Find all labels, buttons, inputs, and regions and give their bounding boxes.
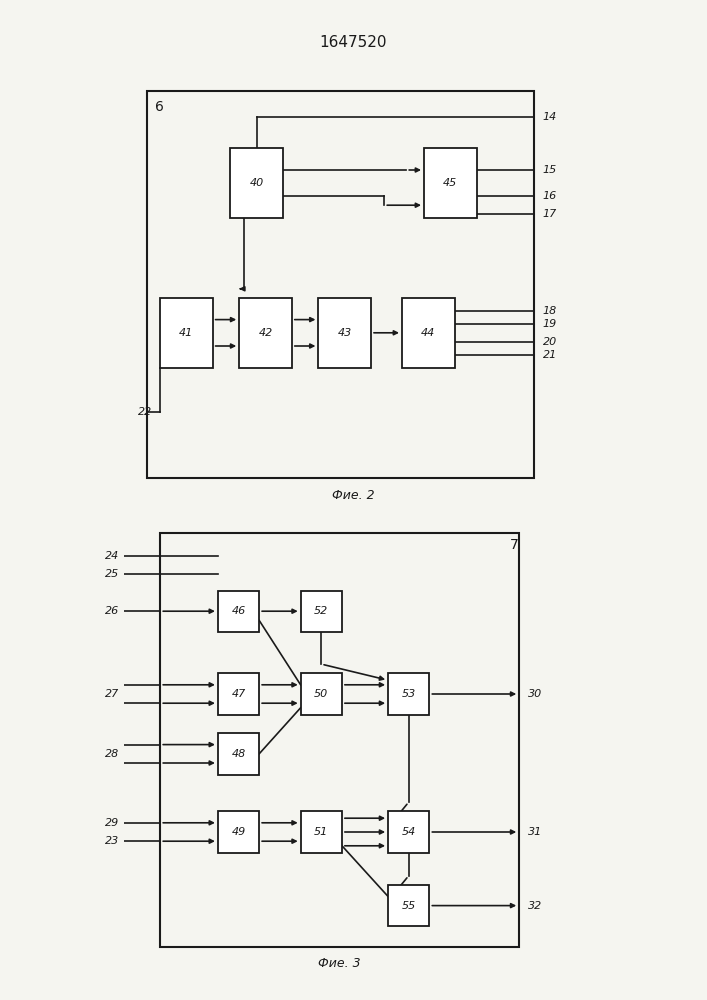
Bar — [239, 298, 292, 368]
Text: 30: 30 — [528, 689, 542, 699]
Text: 45: 45 — [443, 178, 457, 188]
Bar — [388, 673, 429, 715]
Text: 31: 31 — [528, 827, 542, 837]
Text: 28: 28 — [105, 749, 119, 759]
Bar — [300, 590, 342, 632]
Text: 21: 21 — [543, 350, 557, 360]
Text: 47: 47 — [231, 689, 245, 699]
Bar — [218, 811, 259, 853]
Text: 26: 26 — [105, 606, 119, 616]
Text: 43: 43 — [337, 328, 352, 338]
Text: 19: 19 — [543, 319, 557, 329]
Text: 27: 27 — [105, 689, 119, 699]
Text: 50: 50 — [314, 689, 329, 699]
Bar — [388, 811, 429, 853]
Text: 7: 7 — [510, 538, 519, 552]
Bar — [160, 533, 519, 947]
Text: 22: 22 — [138, 407, 152, 417]
Bar — [218, 733, 259, 774]
Text: 48: 48 — [231, 749, 245, 759]
Text: 23: 23 — [105, 836, 119, 846]
Text: Фие. 3: Фие. 3 — [318, 957, 361, 970]
Text: 44: 44 — [421, 328, 436, 338]
Text: 42: 42 — [258, 328, 273, 338]
Text: 14: 14 — [543, 112, 557, 122]
Text: 52: 52 — [314, 606, 329, 616]
Bar — [146, 91, 534, 478]
Text: 18: 18 — [543, 306, 557, 316]
Text: 55: 55 — [402, 901, 416, 911]
Text: 46: 46 — [231, 606, 245, 616]
Text: 49: 49 — [231, 827, 245, 837]
Text: 54: 54 — [402, 827, 416, 837]
Text: 16: 16 — [543, 191, 557, 201]
Text: 32: 32 — [528, 901, 542, 911]
Text: 51: 51 — [314, 827, 329, 837]
Bar — [402, 298, 455, 368]
Text: 24: 24 — [105, 551, 119, 561]
Text: 17: 17 — [543, 209, 557, 219]
Bar — [388, 885, 429, 926]
Text: 53: 53 — [402, 689, 416, 699]
Text: 6: 6 — [156, 100, 164, 114]
Bar — [218, 673, 259, 715]
Text: Фие. 2: Фие. 2 — [332, 489, 375, 502]
Text: 40: 40 — [250, 178, 264, 188]
Bar — [300, 673, 342, 715]
Text: 20: 20 — [543, 337, 557, 347]
Text: 25: 25 — [105, 569, 119, 579]
Text: 15: 15 — [543, 165, 557, 175]
Text: 41: 41 — [179, 328, 194, 338]
Text: 29: 29 — [105, 818, 119, 828]
Bar — [424, 148, 477, 218]
Bar — [300, 811, 342, 853]
Bar — [160, 298, 213, 368]
Bar — [318, 298, 371, 368]
Bar — [230, 148, 283, 218]
Bar — [218, 590, 259, 632]
Text: 1647520: 1647520 — [320, 35, 387, 50]
